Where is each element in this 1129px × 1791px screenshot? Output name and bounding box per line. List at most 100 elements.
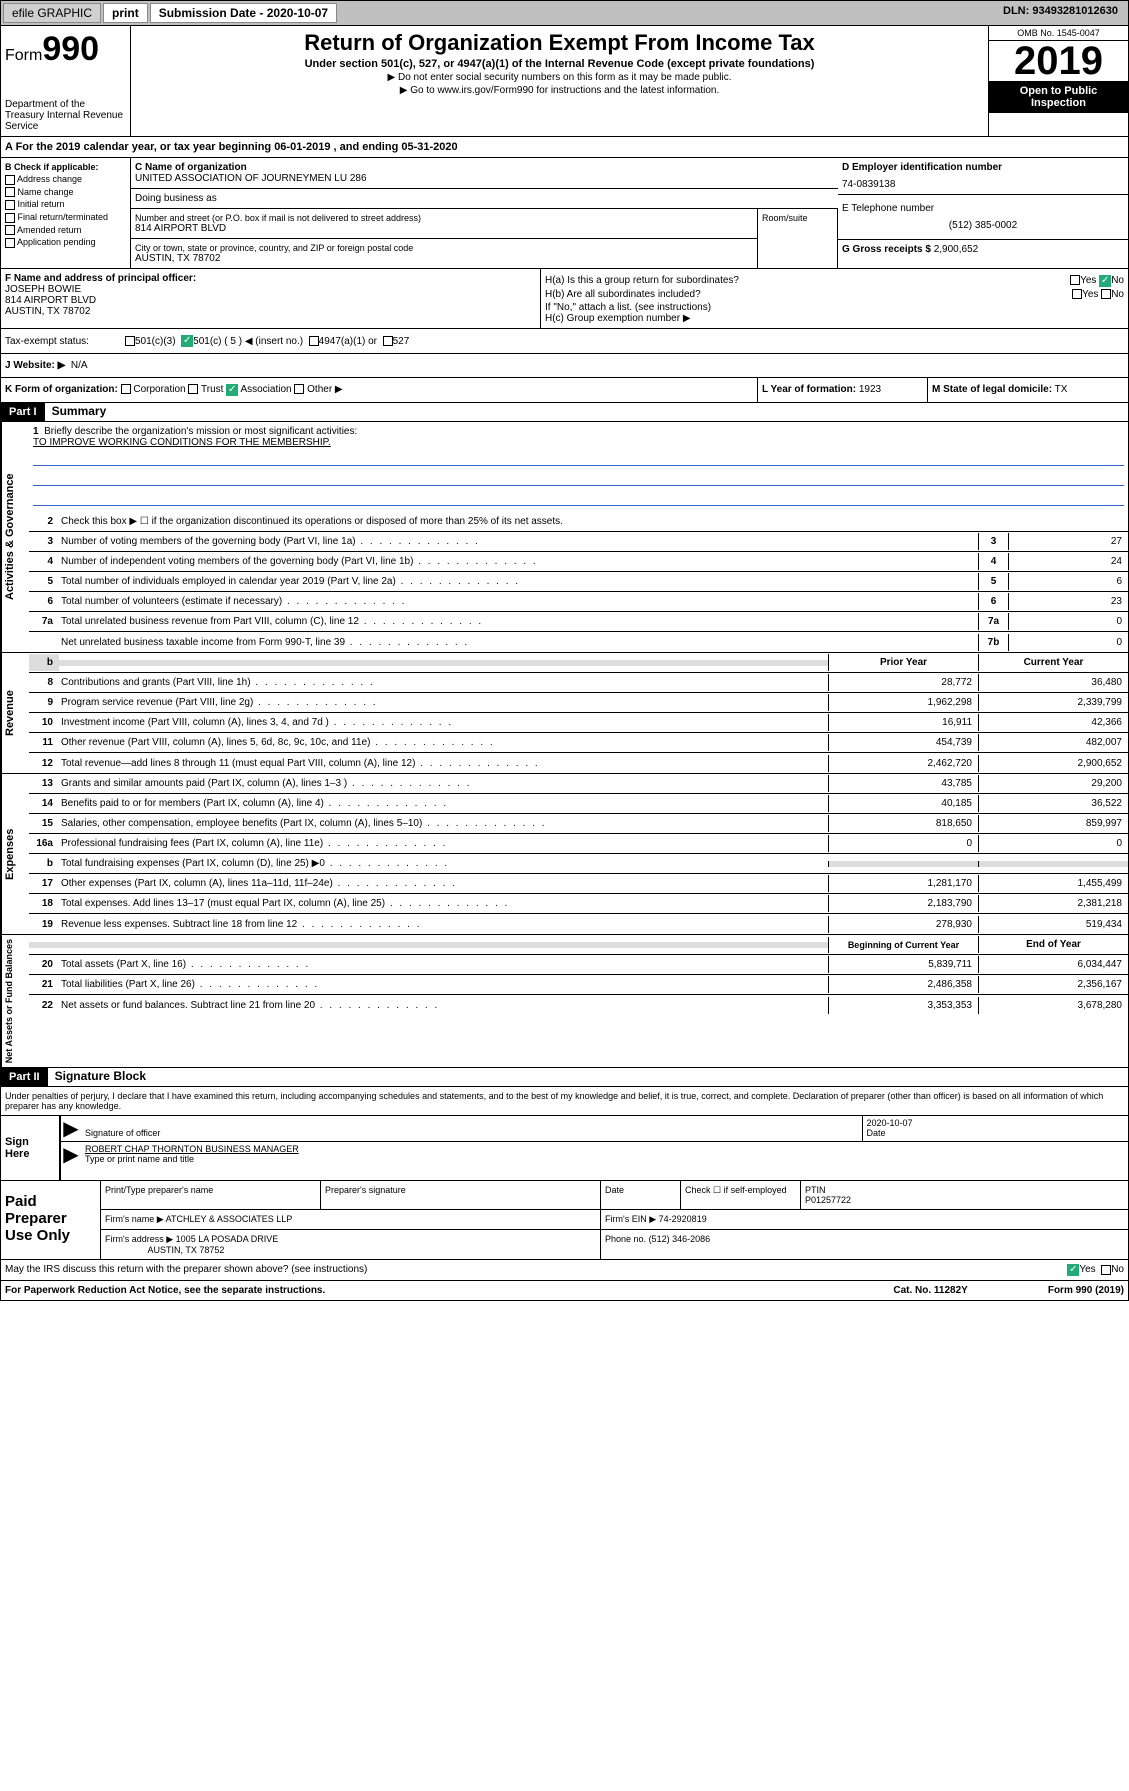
exp-section: Expenses 13Grants and similar amounts pa…	[0, 774, 1129, 935]
website-row: J Website: ▶ N/A	[0, 354, 1129, 378]
org-name: UNITED ASSOCIATION OF JOURNEYMEN LU 286	[135, 173, 834, 184]
section-f: F Name and address of principal officer:…	[1, 269, 541, 328]
assoc-checkbox[interactable]: ✓	[226, 384, 238, 396]
v-label-gov: Activities & Governance	[1, 422, 29, 652]
b-opt-checkbox[interactable]	[5, 187, 15, 197]
note-link: ▶ Go to www.irs.gov/Form990 for instruct…	[135, 85, 984, 96]
4947-checkbox[interactable]	[309, 336, 319, 346]
dba-label: Doing business as	[135, 193, 834, 204]
paperwork-notice: For Paperwork Reduction Act Notice, see …	[5, 1285, 325, 1296]
ha-no-checkbox[interactable]: ✓	[1099, 275, 1111, 287]
form-header: Form990 Department of the Treasury Inter…	[0, 26, 1129, 137]
trust-checkbox[interactable]	[188, 384, 198, 394]
dept-treasury: Department of the Treasury Internal Reve…	[5, 99, 126, 132]
hb-yes-checkbox[interactable]	[1072, 289, 1082, 299]
discuss-text: May the IRS discuss this return with the…	[5, 1264, 367, 1276]
form-word: Form	[5, 47, 42, 64]
501c-checkbox[interactable]: ✓	[181, 335, 193, 347]
paid-preparer-block: Paid Preparer Use Only Print/Type prepar…	[0, 1181, 1129, 1260]
org-address: 814 AIRPORT BLVD	[135, 223, 753, 234]
summary-row: 9Program service revenue (Part VIII, lin…	[29, 693, 1128, 713]
part2-header-row: Part II Signature Block	[0, 1068, 1129, 1087]
topbar: efile GRAPHIC print Submission Date - 20…	[0, 0, 1129, 26]
527-checkbox[interactable]	[383, 336, 393, 346]
website-value: N/A	[71, 360, 88, 371]
firm-ein: 74-2920819	[659, 1214, 707, 1224]
discuss-yes-checkbox[interactable]: ✓	[1067, 1264, 1079, 1276]
sign-here-label: Sign Here	[1, 1116, 61, 1180]
perjury-text: Under penalties of perjury, I declare th…	[1, 1087, 1128, 1116]
phone-label: E Telephone number	[842, 203, 1124, 214]
summary-row: 16aProfessional fundraising fees (Part I…	[29, 834, 1128, 854]
dln-label: DLN: 93493281012630	[995, 3, 1126, 23]
rev-section: Revenue bPrior YearCurrent Year 8Contrib…	[0, 653, 1129, 774]
section-b-label: B Check if applicable:	[5, 162, 126, 172]
501c3-checkbox[interactable]	[125, 336, 135, 346]
col-begin: Beginning of Current Year	[828, 937, 978, 953]
b-opt-label: Initial return	[18, 199, 65, 209]
room-suite-label: Room/suite	[758, 209, 838, 268]
corp-checkbox[interactable]	[121, 384, 131, 394]
col-curr: Current Year	[978, 654, 1128, 671]
b-opt-label: Amended return	[17, 225, 82, 235]
summary-row: 17Other expenses (Part IX, column (A), l…	[29, 874, 1128, 894]
officer-addr1: 814 AIRPORT BLVD	[5, 295, 536, 306]
summary-row: 15Salaries, other compensation, employee…	[29, 814, 1128, 834]
form-subtitle: Under section 501(c), 527, or 4947(a)(1)…	[135, 58, 984, 70]
sig-date: 2020-10-07	[867, 1118, 913, 1128]
sig-officer-label: Signature of officer	[85, 1128, 160, 1138]
b-opt-checkbox[interactable]	[5, 200, 15, 210]
section-b: B Check if applicable: Address change Na…	[1, 158, 131, 268]
self-employed: Check ☐ if self-employed	[681, 1181, 801, 1209]
h-c: H(c) Group exemption number ▶	[545, 313, 1124, 324]
v-label-rev: Revenue	[1, 653, 29, 773]
paid-prep-label: Paid Preparer Use Only	[1, 1181, 101, 1259]
footer-row: For Paperwork Reduction Act Notice, see …	[0, 1281, 1129, 1301]
print-button[interactable]: print	[103, 3, 148, 23]
irs-link[interactable]: www.irs.gov/Form990	[437, 85, 533, 96]
q1: Briefly describe the organization's miss…	[44, 426, 357, 437]
summary-row: 18Total expenses. Add lines 13–17 (must …	[29, 894, 1128, 914]
section-c: C Name of organization UNITED ASSOCIATIO…	[131, 158, 838, 268]
ein-value: 74-0839138	[842, 179, 1124, 190]
form-number-box: Form990 Department of the Treasury Inter…	[1, 26, 131, 136]
summary-row: bTotal fundraising expenses (Part IX, co…	[29, 854, 1128, 874]
section-m: M State of legal domicile: TX	[928, 378, 1128, 402]
sig-arrow-icon: ▶	[61, 1116, 81, 1141]
b-opt-checkbox[interactable]	[5, 238, 15, 248]
v-label-exp: Expenses	[1, 774, 29, 934]
part2-title: Signature Block	[51, 1066, 150, 1086]
discuss-row: May the IRS discuss this return with the…	[0, 1260, 1129, 1281]
tax-year: 2019	[989, 41, 1128, 81]
summary-row: 5Total number of individuals employed in…	[29, 572, 1128, 592]
tax-status-row: Tax-exempt status: 501(c)(3) ✓ 501(c) ( …	[0, 329, 1129, 354]
addr-label: Number and street (or P.O. box if mail i…	[135, 213, 753, 223]
b-opt-checkbox[interactable]	[5, 175, 15, 185]
b-opt-label: Name change	[18, 187, 74, 197]
firm-city: AUSTIN, TX 78752	[148, 1245, 225, 1255]
officer-name-title: ROBERT CHAP THORNTON BUSINESS MANAGER	[85, 1144, 299, 1154]
summary-row: 3Number of voting members of the governi…	[29, 532, 1128, 552]
sig-arrow-icon-2: ▶	[61, 1142, 81, 1167]
org-city: AUSTIN, TX 78702	[135, 253, 753, 264]
section-k: K Form of organization: Corporation Trus…	[1, 378, 758, 402]
q2: Check this box ▶ ☐ if the organization d…	[59, 513, 1128, 530]
part1-label: Part I	[1, 403, 45, 421]
tax-status-label: Tax-exempt status:	[5, 336, 125, 347]
submission-date: Submission Date - 2020-10-07	[150, 3, 337, 23]
other-checkbox[interactable]	[294, 384, 304, 394]
summary-row: 14Benefits paid to or for members (Part …	[29, 794, 1128, 814]
form-title: Return of Organization Exempt From Incom…	[135, 30, 984, 56]
officer-addr2: AUSTIN, TX 78702	[5, 306, 536, 317]
summary-row: 20Total assets (Part X, line 16)5,839,71…	[29, 955, 1128, 975]
discuss-no-checkbox[interactable]	[1101, 1265, 1111, 1275]
b-opt-checkbox[interactable]	[5, 225, 15, 235]
b-opt-checkbox[interactable]	[5, 213, 15, 223]
summary-row: Net unrelated business taxable income fr…	[29, 632, 1128, 652]
hb-no-checkbox[interactable]	[1101, 289, 1111, 299]
cat-no: Cat. No. 11282Y	[893, 1285, 967, 1296]
part1-title: Summary	[48, 401, 111, 421]
part2-label: Part II	[1, 1068, 48, 1086]
ha-yes-checkbox[interactable]	[1070, 275, 1080, 285]
website-label: J Website: ▶	[5, 360, 65, 371]
